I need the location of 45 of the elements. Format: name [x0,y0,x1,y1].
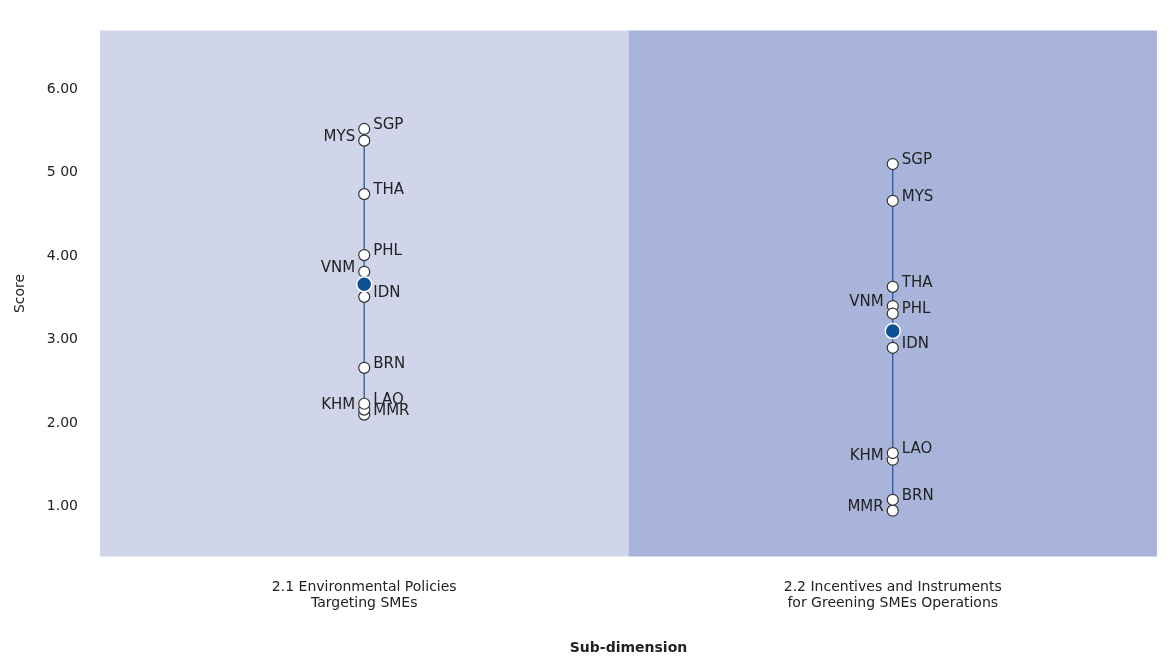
x-axis-title: Sub-dimension [569,639,688,656]
x-tick-label: 2.2 Incentives and Instruments for Greening SMEs Operations [783,577,1002,611]
point [884,322,901,340]
point [358,265,371,278]
y-axis-title: Score [11,273,28,314]
y-tick-label: 6.00 [46,79,78,96]
y-tick-label: 1.00 [46,497,78,514]
point [886,307,899,320]
series-label: VNM [849,291,884,310]
y-tick-label: 3.00 [46,330,78,347]
point [358,248,371,262]
y-tick-label: 4.00 [46,246,78,263]
text: BRN [373,353,406,372]
point [886,280,899,293]
point [886,446,899,460]
text: THA [373,180,404,198]
text: KHM [849,445,884,464]
point [358,361,371,374]
y-tick-label: 2.00 [46,413,78,430]
series-label: PHL [901,299,932,318]
text: SGP [373,114,404,133]
point [358,188,371,201]
text: MYS [323,126,356,145]
point [355,276,373,293]
x-tick-label: 2.1 Environmental Policies Targeting SMEs [271,577,457,611]
text: MMR [847,496,884,515]
text: PHL [373,240,402,259]
point [358,122,371,136]
series-label: MYS [901,186,934,205]
series-label: LAO [901,438,933,457]
text: VNM [320,257,356,276]
series-label: KHM [321,395,356,414]
point [886,194,899,207]
point [886,341,899,354]
point [358,134,371,147]
point [358,397,371,410]
series-label: IDN [901,333,929,352]
series-label: BRN [901,485,934,504]
point [886,493,899,506]
series-label: THA [900,272,934,291]
series-label: SGP [901,149,932,168]
point [886,504,899,517]
text: IDN [373,282,401,301]
y-tick-label: 5 00 [46,163,78,180]
point [886,157,899,171]
